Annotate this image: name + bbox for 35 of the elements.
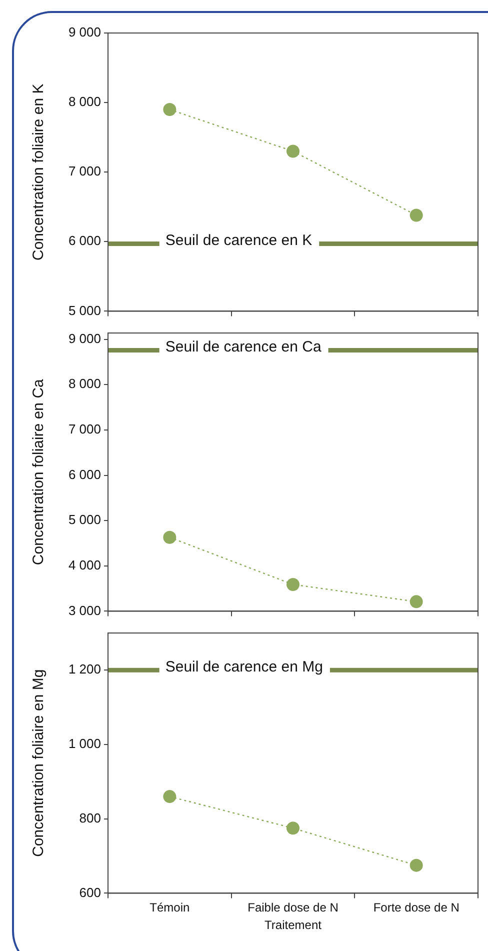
y-tick-label: 1 000 bbox=[68, 736, 101, 752]
point bbox=[286, 822, 300, 835]
point bbox=[286, 144, 300, 158]
y-axis-title: Concentration foliaire en Mg bbox=[30, 669, 48, 857]
point bbox=[410, 858, 423, 872]
x-tick-label: Témoin bbox=[150, 900, 190, 915]
point bbox=[163, 530, 176, 544]
y-tick-label: 9 000 bbox=[68, 330, 101, 346]
x-tick-label: Forte dose de N bbox=[373, 900, 460, 915]
point bbox=[286, 578, 300, 591]
x-axis-title: Traitement bbox=[264, 918, 322, 932]
point bbox=[163, 103, 176, 116]
y-tick-label: 6 000 bbox=[68, 233, 101, 248]
y-tick-label: 1 200 bbox=[68, 662, 101, 677]
point bbox=[163, 790, 176, 804]
y-tick-label: 8 000 bbox=[68, 94, 101, 110]
ref-line-label: Seuil de carence en Mg bbox=[165, 658, 323, 676]
ref-line-label: Seuil de carence en K bbox=[165, 232, 312, 249]
point bbox=[410, 208, 423, 222]
y-tick-label: 9 000 bbox=[68, 24, 101, 40]
y-tick-label: 5 000 bbox=[68, 302, 101, 318]
y-tick-label: 5 000 bbox=[68, 512, 101, 528]
y-tick-label: 7 000 bbox=[68, 422, 101, 437]
y-axis-title: Concentration foliaire en K bbox=[30, 84, 48, 260]
y-tick-label: 8 000 bbox=[68, 376, 101, 392]
y-tick-label: 7 000 bbox=[68, 164, 101, 179]
y-tick-label: 800 bbox=[79, 810, 101, 826]
y-tick-label: 6 000 bbox=[68, 466, 101, 482]
y-tick-label: 4 000 bbox=[68, 557, 101, 572]
point bbox=[410, 595, 423, 608]
y-tick-label: 3 000 bbox=[68, 602, 101, 618]
x-tick-label: Faible dose de N bbox=[248, 900, 338, 915]
y-axis-title: Concentration foliaire en Ca bbox=[30, 378, 48, 566]
y-tick-label: 600 bbox=[79, 884, 101, 900]
ref-line-label: Seuil de carence en Ca bbox=[165, 338, 322, 356]
